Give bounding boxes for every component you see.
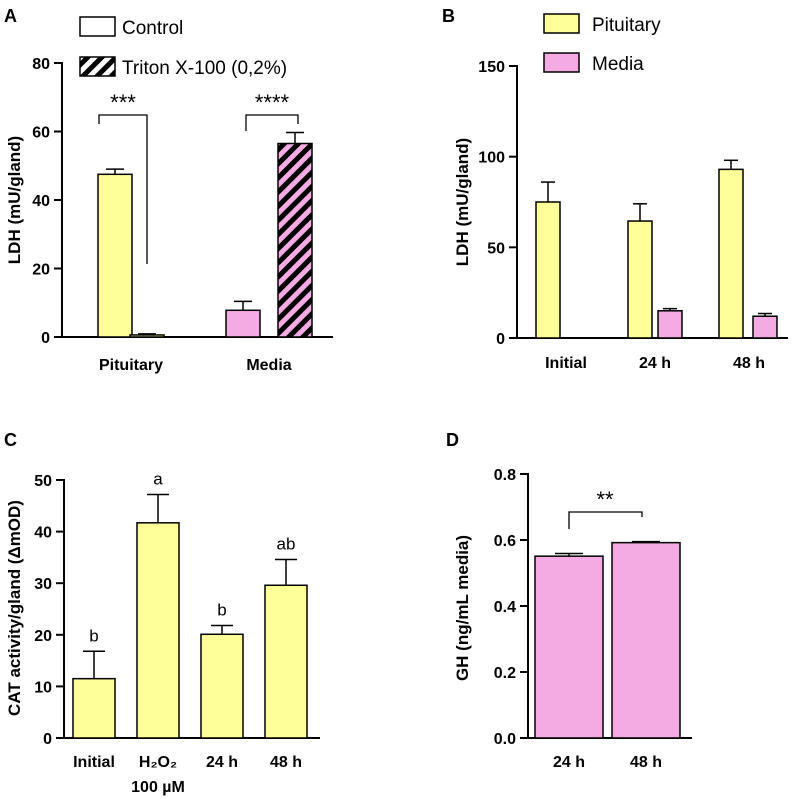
panel-c-x-tick-label: 24 h [206, 754, 238, 771]
panel-b-bar-media-2 [657, 310, 683, 339]
panel-c-bar-3 [200, 633, 244, 739]
panel-a-bar-4 [277, 142, 313, 338]
panel-a-y-tick-label: 60 [32, 125, 50, 142]
panel-d-y-tick-label: 0.8 [494, 467, 516, 484]
panel-d-bar-1 [534, 555, 604, 739]
panel-c-label: C [4, 430, 17, 450]
panel-b-bar-pituitary-3 [718, 168, 744, 339]
panel-b-y-tick-label: 50 [487, 240, 505, 257]
panel-b-bar-pituitary-1 [535, 201, 561, 339]
panel-d-x-tick-label: 24 h [553, 754, 585, 771]
panel-d-y-tick-label: 0.6 [494, 533, 516, 550]
panel-d-y-axis-label: GH (ng/mL media) [453, 535, 472, 681]
panel-c-group-letter: a [153, 469, 163, 488]
panel-b-y-tick-label: 0 [496, 331, 505, 348]
panel-c-group-letter: b [89, 626, 98, 645]
panel-b-bar-pituitary-2 [627, 220, 653, 339]
panel-c-bar-2 [136, 522, 180, 739]
panel-c-bar-4 [264, 584, 308, 739]
panel-d-x-tick-label: 48 h [630, 754, 662, 771]
panel-a-bar-1 [97, 173, 133, 338]
legend-control-swatch [79, 16, 116, 37]
panel-b-plot-area: 0 50 100 150 Initial 24 h 48 h [478, 59, 788, 372]
legend-media-label: Media [592, 54, 644, 75]
panel-b-x-tick-label: Initial [545, 355, 587, 372]
panel-a-y-tick-label: 20 [32, 262, 50, 279]
panel-d-y-tick-label: 0.4 [494, 599, 516, 616]
panel-b-bar-media-3 [752, 315, 778, 339]
panel-d-chart: D GH (ng/mL media) 0.0 0.2 0.4 0.6 0.8 24 h 48… [446, 430, 692, 771]
panel-a-bar-2 [129, 334, 165, 338]
panel-c-chart: C CAT activity/gland (ΔmOD) 0 10 20 30 40 50 b… [4, 430, 320, 796]
panel-a-y-tick-label: 0 [41, 330, 50, 347]
panel-a-significance-label: **** [255, 90, 290, 115]
legend-control-label: Control [122, 18, 183, 39]
panel-a-significance-label: *** [110, 90, 136, 115]
panel-c-y-axis-label: CAT activity/gland (ΔmOD) [5, 500, 24, 716]
panel-d-significance-label: ** [596, 487, 614, 512]
panel-d-label: D [446, 430, 459, 450]
panel-d-bar-2 [611, 541, 681, 739]
panel-c-y-tick-label: 0 [43, 731, 52, 748]
panel-a-y-tick-label: 80 [32, 56, 50, 73]
panel-b-x-tick-label: 48 h [733, 355, 765, 372]
legend-pituitary-label: Pituitary [592, 15, 661, 36]
panel-d-y-tick-label: 0.0 [494, 731, 516, 748]
panel-a-bar-3 [225, 309, 261, 338]
panel-a-significance-bracket [98, 114, 148, 264]
panel-c-x-tick-label: Initial [73, 754, 115, 771]
panel-a-x-tick-label: Media [246, 357, 291, 374]
panel-c-x-tick-label: 48 h [270, 754, 302, 771]
legend-triton-swatch [79, 56, 116, 77]
panel-c-y-tick-label: 40 [34, 525, 52, 542]
panel-c-y-tick-label: 30 [34, 576, 52, 593]
panel-b-y-tick-label: 150 [478, 59, 505, 76]
panel-c-group-letter: b [217, 601, 226, 620]
panel-c-bar-1 [72, 677, 116, 739]
panel-a-chart: A LDH (mU/gland) Control Triton X-100 (0… [4, 6, 333, 374]
panel-c-group-letter: ab [277, 534, 296, 553]
panel-a-y-axis-label: LDH (mU/gland) [5, 136, 24, 264]
panel-b-y-axis-label: LDH (mU/gland) [453, 138, 472, 266]
panel-b-x-tick-label: 24 h [639, 355, 671, 372]
panel-d-significance-bracket [568, 511, 643, 529]
legend-triton-label: Triton X-100 (0,2%) [122, 58, 287, 79]
legend-pituitary-swatch [543, 13, 580, 34]
panel-c-y-tick-label: 10 [34, 679, 52, 696]
panel-a-y-tick-label: 40 [32, 193, 50, 210]
panel-d-y-tick-label: 0.2 [494, 665, 516, 682]
panel-d-plot-area: 0.0 0.2 0.4 0.6 0.8 24 h 48 h ** [494, 467, 692, 771]
panel-a-x-tick-label: Pituitary [99, 357, 163, 374]
legend-media-swatch [543, 52, 580, 73]
panel-c-x-tick-label: H₂O₂ [139, 754, 177, 771]
panel-c-x-tick-sublabel: 100 µM [131, 779, 185, 796]
panel-a-label: A [4, 6, 17, 26]
panel-c-y-tick-label: 50 [34, 473, 52, 490]
panel-b-y-tick-label: 100 [478, 150, 505, 167]
panel-b-label: B [442, 6, 455, 26]
panel-b-chart: B LDH (mU/gland) Pituitary Media 0 50 100 1… [442, 6, 788, 372]
panel-c-y-tick-label: 20 [34, 628, 52, 645]
panel-a-significance-bracket [245, 114, 299, 131]
